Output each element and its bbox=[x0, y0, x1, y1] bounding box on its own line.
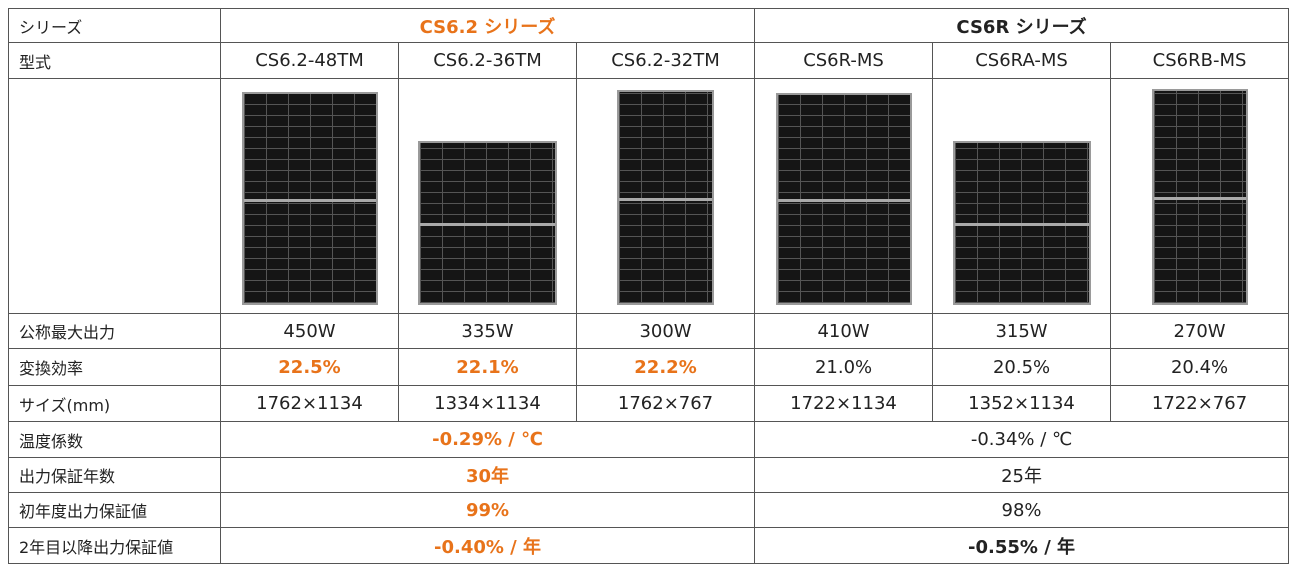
series-header: CS6R シリーズ bbox=[754, 8, 1290, 43]
merged-value: -0.55% / 年 bbox=[754, 527, 1290, 564]
table-body: シリーズ CS6.2 シリーズ CS6R シリーズ 型式 CS6.2-48TM CS6.2… bbox=[8, 8, 1290, 564]
image-cell bbox=[932, 78, 1112, 314]
row-label: シリーズ bbox=[8, 8, 221, 43]
value-cell: 1722×1134 bbox=[754, 385, 934, 422]
table-row: 2年目以降出力保証値 -0.40% / 年 -0.55% / 年 bbox=[8, 527, 1290, 564]
series-header: CS6.2 シリーズ bbox=[219, 8, 756, 43]
table-row: 出力保証年数 30年 25年 bbox=[8, 457, 1290, 493]
spec-table: シリーズ CS6.2 シリーズ CS6R シリーズ 型式 CS6.2-48TM CS6.2… bbox=[8, 8, 1290, 564]
table-row bbox=[8, 78, 1290, 314]
value-cell: 1352×1134 bbox=[932, 385, 1112, 422]
table-row: 変換効率 22.5% 22.1% 22.2% 21.0% 20.5% 20.4% bbox=[8, 348, 1290, 386]
merged-value: 99% bbox=[219, 492, 756, 528]
value-cell: 22.5% bbox=[220, 348, 399, 386]
value-cell: 300W bbox=[575, 313, 756, 349]
table-row: 型式 CS6.2-48TM CS6.2-36TM CS6.2-32TM CS6R-MS C… bbox=[8, 42, 1290, 79]
table-row: 初年度出力保証値 99% 98% bbox=[8, 492, 1290, 528]
table-row: シリーズ CS6.2 シリーズ CS6R シリーズ bbox=[8, 8, 1290, 43]
table-row: 温度係数 -0.29% / ℃ -0.34% / ℃ bbox=[8, 421, 1290, 458]
row-label: 公称最大出力 bbox=[8, 313, 221, 349]
value-cell: 22.2% bbox=[575, 348, 756, 386]
value-cell: 335W bbox=[398, 313, 577, 349]
value-cell: 20.4% bbox=[1110, 348, 1290, 386]
value-cell: 315W bbox=[932, 313, 1112, 349]
merged-value: -0.40% / 年 bbox=[219, 527, 756, 564]
merged-value: 25年 bbox=[754, 457, 1290, 493]
model-name: CS6RB-MS bbox=[1110, 42, 1290, 79]
panel-image bbox=[1151, 89, 1248, 305]
image-cell bbox=[575, 78, 756, 314]
value-cell: 21.0% bbox=[754, 348, 934, 386]
panel-image bbox=[775, 93, 912, 305]
merged-value: 98% bbox=[754, 492, 1290, 528]
row-label bbox=[8, 78, 221, 314]
panel-image bbox=[241, 92, 378, 305]
panel-image bbox=[952, 141, 1091, 305]
model-name: CS6.2-36TM bbox=[398, 42, 577, 79]
table-row: サイズ(mm) 1762×1134 1334×1134 1762×767 1722×11… bbox=[8, 385, 1290, 422]
image-cell bbox=[220, 78, 399, 314]
merged-value: -0.34% / ℃ bbox=[754, 421, 1290, 458]
spec-table-wrap: シリーズ CS6.2 シリーズ CS6R シリーズ 型式 CS6.2-48TM CS6.2… bbox=[8, 8, 1290, 564]
image-cell bbox=[1110, 78, 1290, 314]
panel-image bbox=[617, 90, 715, 305]
value-cell: 1762×767 bbox=[575, 385, 756, 422]
value-cell: 450W bbox=[220, 313, 399, 349]
merged-value: -0.29% / ℃ bbox=[219, 421, 756, 458]
row-label: 温度係数 bbox=[8, 421, 221, 458]
value-cell: 22.1% bbox=[398, 348, 577, 386]
row-label: 変換効率 bbox=[8, 348, 221, 386]
merged-value: 30年 bbox=[219, 457, 756, 493]
row-label: サイズ(mm) bbox=[8, 385, 221, 422]
model-name: CS6.2-32TM bbox=[575, 42, 756, 79]
model-name: CS6RA-MS bbox=[932, 42, 1112, 79]
model-name: CS6R-MS bbox=[754, 42, 934, 79]
image-cell bbox=[754, 78, 934, 314]
value-cell: 270W bbox=[1110, 313, 1290, 349]
row-label: 出力保証年数 bbox=[8, 457, 221, 493]
table-row: 公称最大出力 450W 335W 300W 410W 315W 270W bbox=[8, 313, 1290, 349]
row-label: 初年度出力保証値 bbox=[8, 492, 221, 528]
panel-image bbox=[418, 141, 557, 305]
value-cell: 1722×767 bbox=[1110, 385, 1290, 422]
value-cell: 20.5% bbox=[932, 348, 1112, 386]
model-name: CS6.2-48TM bbox=[220, 42, 399, 79]
row-label: 2年目以降出力保証値 bbox=[8, 527, 221, 564]
value-cell: 1334×1134 bbox=[398, 385, 577, 422]
row-label: 型式 bbox=[8, 42, 221, 79]
value-cell: 410W bbox=[754, 313, 934, 349]
image-cell bbox=[398, 78, 577, 314]
value-cell: 1762×1134 bbox=[220, 385, 399, 422]
